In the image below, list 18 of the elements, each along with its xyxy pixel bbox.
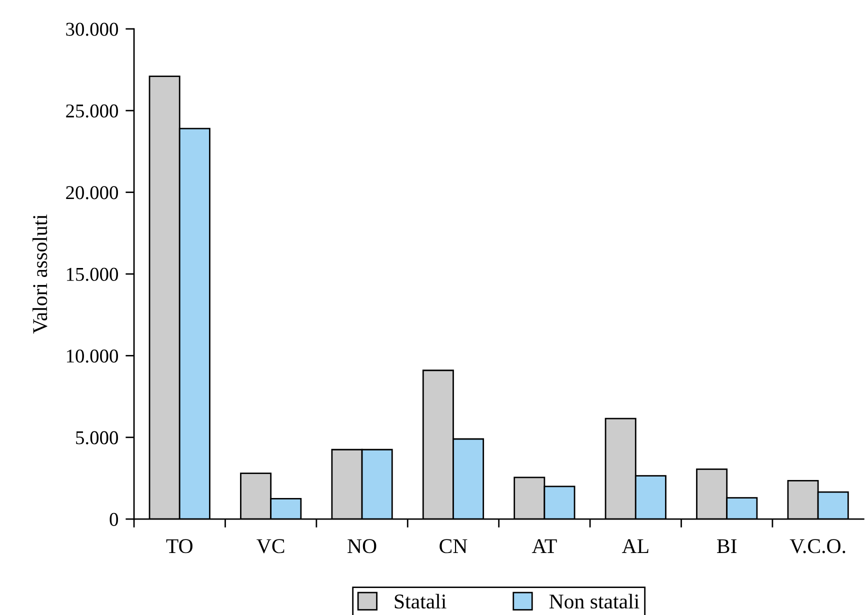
x-tick-label: VC [256, 539, 284, 554]
y-tick-label: 15.000 [66, 268, 118, 282]
legend-label: Non statali [549, 594, 640, 609]
x-tick-label: TO [166, 539, 192, 554]
x-tick-label: CN [440, 539, 468, 554]
y-tick-label: 30.000 [66, 22, 118, 36]
x-tick-label: AL [622, 539, 648, 553]
legend-label: Statali [394, 594, 446, 609]
x-tick-label: BI [717, 539, 737, 554]
y-tick-label: 20.000 [66, 186, 118, 200]
y-tick-label: 25.000 [66, 104, 118, 118]
y-tick-label: 5.000 [76, 431, 118, 444]
y-tick-label: 10.000 [66, 349, 118, 363]
x-tick-label: V.C.O. [790, 539, 846, 554]
y-tick-label: 0 [110, 512, 118, 526]
x-tick-label: AT [532, 539, 557, 553]
y-axis-title: Valori assoluti [32, 214, 48, 334]
x-tick-label: NO [348, 539, 376, 554]
